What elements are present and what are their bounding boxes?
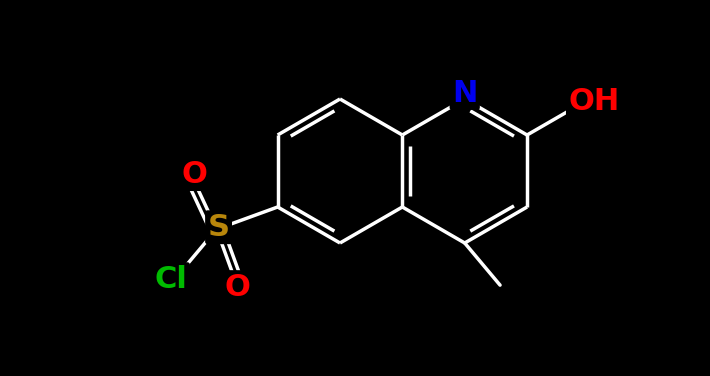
Text: OH: OH xyxy=(569,86,620,115)
Text: Cl: Cl xyxy=(155,265,187,294)
Text: N: N xyxy=(452,79,477,108)
Text: S: S xyxy=(207,213,229,242)
Text: O: O xyxy=(224,273,251,302)
Text: O: O xyxy=(182,159,207,189)
